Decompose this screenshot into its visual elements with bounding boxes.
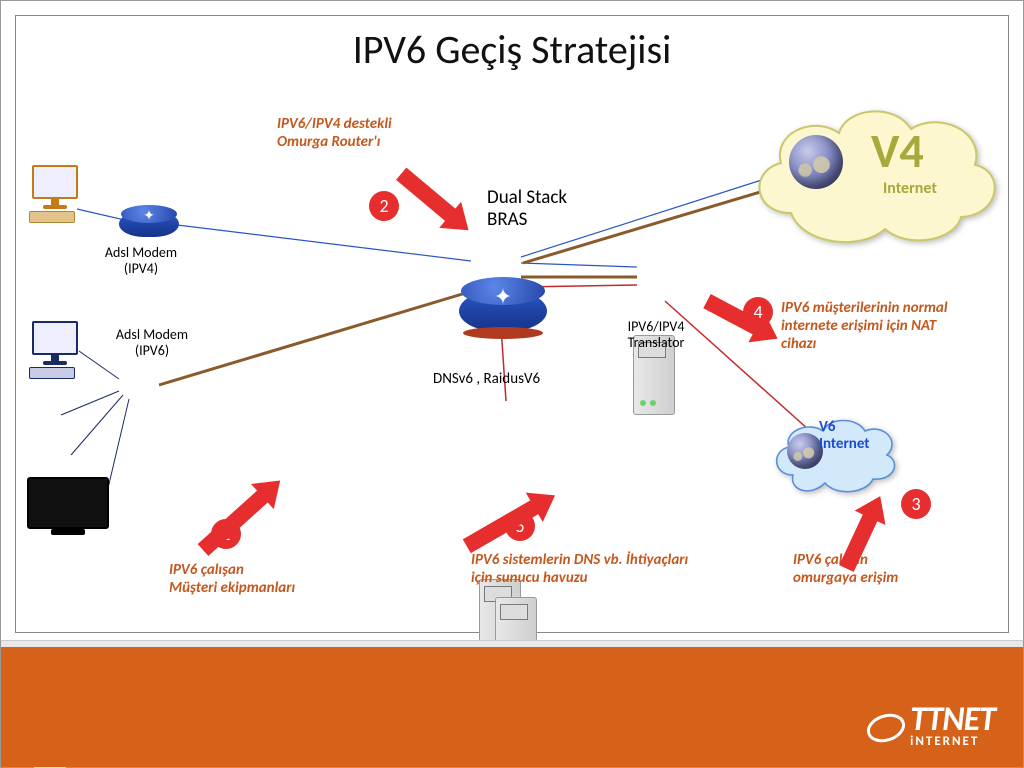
cloud-v4-sub: Internet: [883, 179, 937, 198]
pc-ipv4: [29, 165, 81, 223]
callout-3-num: 3: [901, 489, 931, 519]
cloud-v6-l2: Internet: [819, 435, 870, 453]
callout-1-text: IPV6 çalışan Müşteri ekipmanları: [169, 561, 295, 597]
pc-ipv6: [29, 321, 81, 379]
label-adsl-v4: Adsl Modem (IPV4): [81, 245, 201, 277]
callout-4-text: IPV6 müşterilerinin normal internete eri…: [781, 299, 961, 353]
tv-icon: [27, 477, 109, 535]
logo-brand: TTNET: [910, 705, 995, 736]
footer-divider: [1, 640, 1023, 647]
callout-2-text: IPV6/IPV4 destekli Omurga Router'ı: [277, 115, 392, 151]
label-translator: IPV6/IPV4 Translator: [601, 319, 711, 351]
logo-swoosh-icon: [866, 711, 906, 745]
label-dns: DNSv6 , RaidusV6: [433, 371, 540, 388]
label-bras: Dual Stack BRAS: [487, 187, 567, 231]
globe-icon-small: [787, 433, 823, 469]
callout-5-text: IPV6 sistemlerin DNS vb. İhtiyaçları içi…: [471, 551, 691, 587]
cloud-v4-title: V4: [871, 121, 924, 180]
label-adsl-v6: Adsl Modem (IPV6): [97, 327, 207, 359]
cloud-v6-l1: V6: [819, 418, 835, 436]
ttnet-logo: TTNET iNTERNET: [910, 705, 995, 749]
globe-icon: [789, 135, 843, 189]
slide: IPV6 Geçiş Stratejisi V4 Internet V6Inte…: [0, 0, 1024, 768]
bras-router-icon: ✦: [459, 277, 547, 337]
slide-title: IPV6 Geçiş Stratejisi: [1, 25, 1023, 74]
footer-bar: [1, 647, 1023, 767]
modem-ipv4-icon: ✦: [119, 205, 179, 243]
cloud-v6-label: V6Internet: [819, 419, 870, 452]
